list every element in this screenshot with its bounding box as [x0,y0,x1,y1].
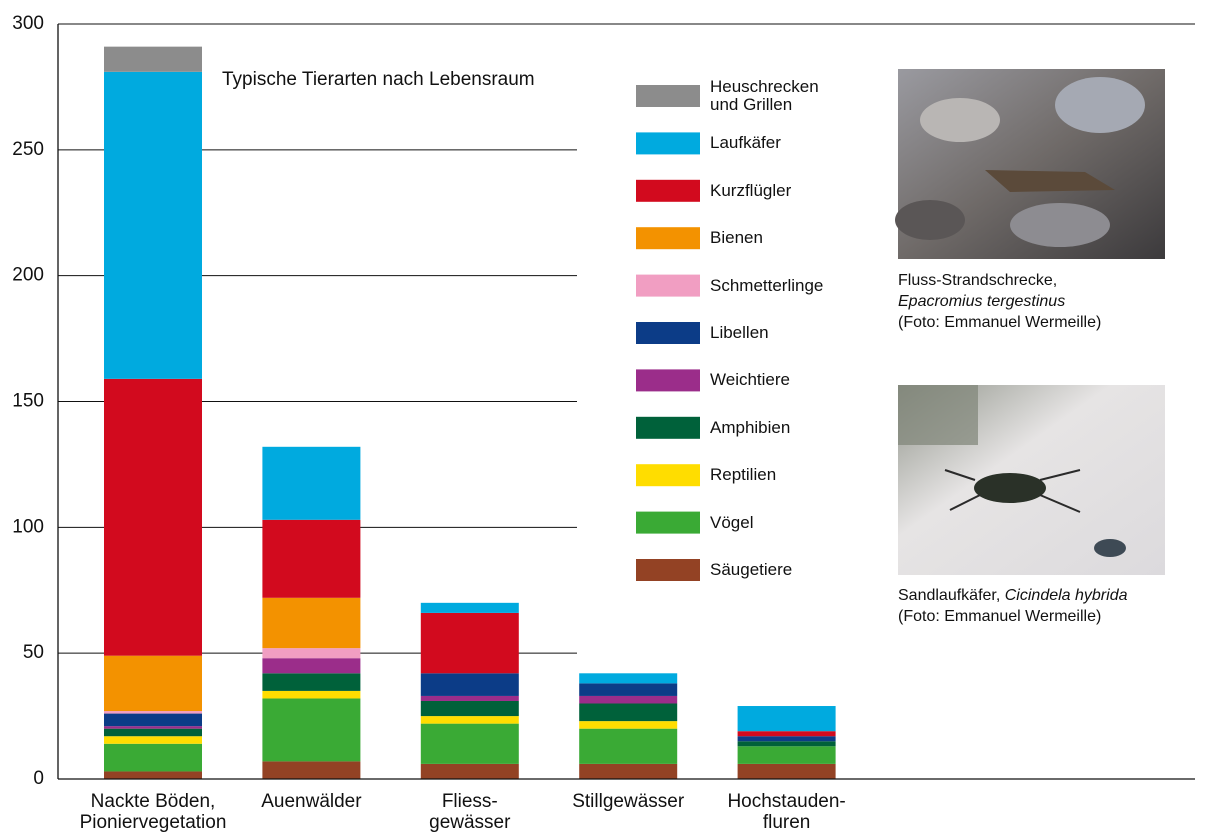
legend-swatch [636,416,700,439]
y-tick-label: 200 [12,265,44,286]
bar-segment [104,726,202,729]
caption-line: Fluss-Strandschrecke, [898,270,1198,291]
legend-swatch [636,559,700,581]
legend-label: Laufkäfer [710,133,781,153]
photo-2 [898,385,1165,575]
legend-swatch [636,369,700,392]
bar-segment [579,721,678,729]
bar-segment [420,716,519,724]
bar-segment [579,695,678,704]
bar-segment [737,736,836,742]
caption-species: Epacromius tergestinus [898,293,1066,310]
bar-segment [262,597,361,649]
chart-title: Typische Tierarten nach Lebensraum [222,69,535,90]
bar-segment [420,602,519,613]
legend-label: Vögel [710,512,754,532]
bar-segment [737,763,836,779]
legend-swatch [636,464,700,487]
legend-swatch [636,179,700,202]
caption-name: Sandlaufkäfer, [898,587,1001,604]
x-tick-label: Pioniervegetation [80,812,227,833]
caption-name: Fluss-Strandschrecke, [898,272,1058,289]
photo-1 [895,69,1165,259]
bar-segment [262,690,361,699]
bar-segment [104,71,202,379]
bar-segment [420,700,519,717]
bar-segment [104,378,202,656]
caption-line: Sandlaufkäfer, Cicindela hybrida [898,585,1198,606]
legend-swatch [636,322,700,344]
bar-segment [737,741,836,747]
legend-label: Schmetterlinge [710,275,824,295]
bar-segment [262,673,361,691]
bar-segment [579,703,678,722]
bar-segment [420,673,519,696]
y-tick-label: 50 [23,642,44,663]
bar-segment [737,706,836,732]
caption-line: (Foto: Emmanuel Wermeille) [898,312,1198,333]
legend-label: Libellen [710,323,769,342]
bar-segment [262,446,361,520]
y-tick-label: 100 [12,516,44,537]
legend-label: Bienen [710,228,763,248]
x-tick-label: Hochstauden- [727,791,845,812]
bar-segment [420,612,519,674]
bar-segment [104,713,202,727]
bar-segment [262,698,361,762]
bar-segment [104,711,202,714]
x-tick-label: fluren [763,812,811,833]
legend-swatch [636,227,700,250]
x-tick-label: Fliess- [442,791,498,812]
legend-swatch [636,85,700,107]
bar-segment [104,728,202,737]
photo-caption: Fluss-Strandschrecke, Epacromius tergesti… [898,270,1198,333]
bar-segment [104,771,202,779]
legend-label: Amphibien [710,417,791,437]
bar-segment [579,763,678,779]
bar-segment [420,695,519,701]
bar-segment [104,46,202,72]
bar-segment [262,761,361,779]
bar-segment [104,743,202,772]
caption-line: (Foto: Emmanuel Wermeille) [898,606,1198,627]
legend-swatch [636,511,700,534]
y-tick-label: 250 [12,139,44,160]
bar-segment [579,683,678,696]
legend-swatch [636,274,700,297]
y-tick-label: 300 [12,13,44,34]
caption-credit: (Foto: Emmanuel Wermeille) [898,314,1102,331]
x-tick-label: gewässer [429,812,511,833]
x-tick-label: Stillgewässer [572,791,685,812]
bar-segment [420,763,519,779]
legend-label: Weichtiere [710,370,790,390]
legend-label: Säugetiere [710,560,793,579]
bar-segment [104,655,202,712]
bar-segment [262,658,361,674]
bar-segment [262,519,361,598]
caption-species: Cicindela hybrida [1004,587,1128,604]
legend-label: Reptilien [710,465,777,485]
y-tick-label: 150 [12,391,44,412]
legend-label: Kurzflügler [710,180,792,200]
caption-line: Epacromius tergestinus [898,291,1198,312]
legend-label: Heuschrecken und Grillen [710,77,819,114]
photo-caption: Sandlaufkäfer, Cicindela hybrida (Foto: E… [898,585,1198,627]
legend-swatch [636,132,700,155]
bar-segment [420,723,519,764]
bar-segment [262,648,361,659]
y-tick-label: 0 [33,768,44,789]
bar-segment [737,746,836,764]
x-tick-label: Nackte Böden, [91,791,216,812]
bar-segment [104,736,202,744]
bar-segment [579,673,678,684]
x-tick-label: Auenwälder [261,791,362,812]
bar-segment [579,728,678,764]
caption-credit: (Foto: Emmanuel Wermeille) [898,608,1102,625]
bar-segment [737,731,836,737]
